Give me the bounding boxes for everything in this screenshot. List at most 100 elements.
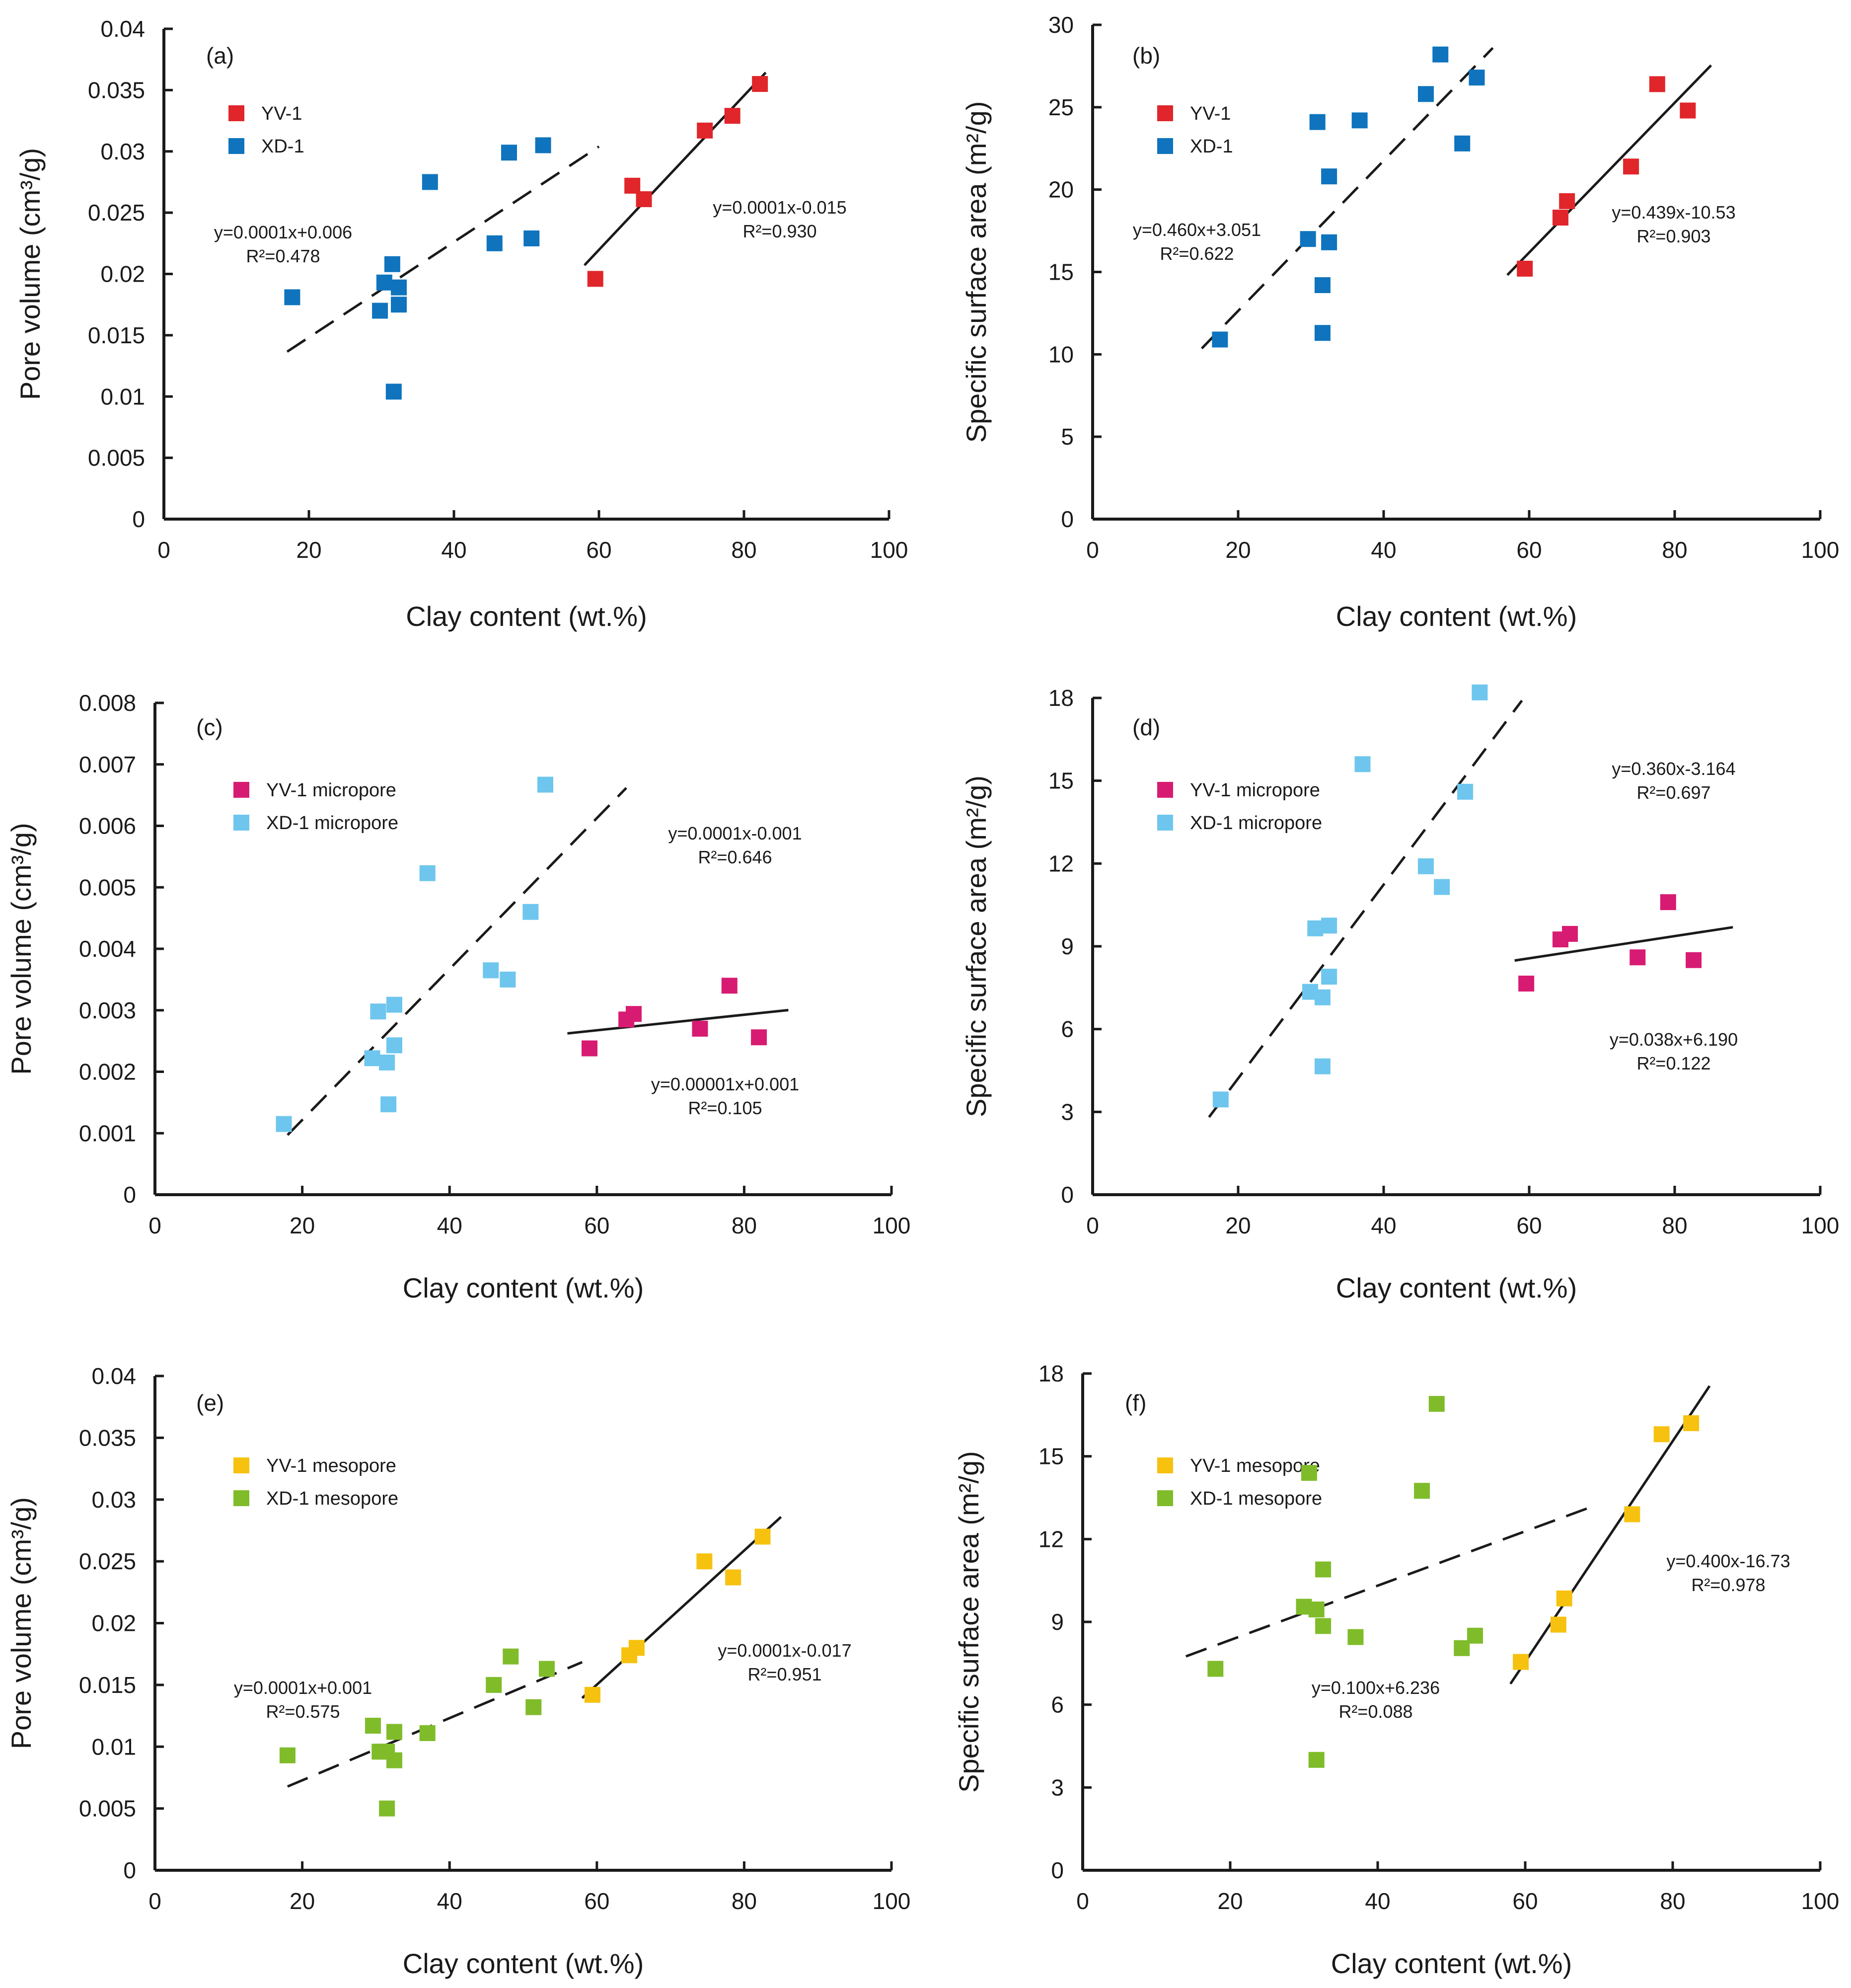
y-tick-label: 0.01 [100,383,145,409]
legend-label-xd1: XD-1 micropore [266,813,398,834]
data-point-xd1 [1308,1752,1325,1768]
data-point-xd1 [279,1747,296,1763]
legend-label-yv1: YV-1 micropore [266,780,396,801]
data-point-xd1 [385,383,402,400]
data-point-xd1 [1351,112,1368,129]
legend-swatch-yv1 [1157,782,1173,798]
data-point-yv1 [1624,1506,1640,1523]
equation-yv1: y=0.0001x-0.017 [718,1640,851,1661]
y-tick-label: 12 [1038,1526,1064,1552]
data-point-xd1 [1469,70,1485,86]
legend-label-xd1: XD-1 [1190,136,1233,157]
legend-swatch-yv1 [228,105,244,121]
x-axis-title: Clay content (wt.%) [403,1272,644,1303]
x-tick-label: 40 [437,1888,462,1914]
data-point-xd1 [1314,989,1331,1005]
data-point-xd1 [1207,1661,1224,1677]
y-tick-label: 0.006 [79,813,136,839]
data-point-yv1 [724,108,740,124]
y-tick-label: 0.02 [100,261,145,287]
data-point-yv1 [752,76,768,92]
y-tick-label: 18 [1048,685,1074,711]
x-tick-label: 20 [290,1213,315,1238]
data-point-yv1 [1629,949,1646,966]
data-point-xd1 [379,1800,395,1817]
y-tick-label: 3 [1061,1099,1074,1125]
data-point-xd1 [1308,1602,1325,1617]
x-tick-label: 100 [873,1888,911,1914]
data-point-xd1 [486,1677,502,1693]
x-axis-title: Clay content (wt.%) [1336,1272,1577,1303]
data-point-xd1 [379,1054,395,1070]
y-tick-label: 0.035 [79,1425,136,1451]
y-tick-label: 6 [1061,1016,1074,1042]
x-tick-label: 100 [1801,1213,1840,1238]
x-tick-label: 0 [1086,1213,1099,1238]
equation-xd1: y=0.360x-3.164 [1612,759,1735,779]
equation-xd1: y=0.460x+3.051 [1133,220,1261,240]
fit-line-xd1 [287,1661,583,1788]
legend-swatch-yv1 [233,782,249,798]
equation-yv1: y=0.00001x+0.001 [651,1074,799,1094]
y-tick-label: 0 [132,506,145,532]
equation-xd1: y=0.0001x+0.006 [214,222,352,242]
data-point-xd1 [503,1648,519,1665]
data-point-xd1 [386,996,402,1013]
data-point-xd1 [1454,135,1471,152]
x-tick-label: 80 [732,1213,757,1238]
data-point-yv1 [1518,976,1535,992]
data-point-yv1 [754,1529,771,1545]
data-point-xd1 [522,904,539,920]
y-tick-label: 10 [1048,341,1074,367]
x-tick-label: 0 [1076,1888,1089,1914]
data-point-yv1 [1517,260,1533,277]
data-point-xd1 [523,230,540,246]
data-point-xd1 [1314,325,1331,341]
legend-label-yv1: YV-1 [261,103,302,124]
data-point-yv1 [625,1006,642,1022]
data-point-xd1 [1321,969,1337,985]
data-point-xd1 [386,1037,402,1054]
legend-label-yv1: YV-1 mesopore [1190,1455,1320,1476]
x-tick-label: 60 [1516,537,1542,563]
y-axis-title: Specific surface area (m²/g) [953,1451,984,1793]
legend-label-yv1: YV-1 micropore [1190,780,1320,801]
fit-line-yv1 [567,1008,789,1035]
y-tick-label: 0 [123,1182,136,1208]
y-tick-label: 0.03 [91,1487,136,1513]
data-point-xd1 [1301,1465,1317,1481]
panel-label: (c) [196,714,223,740]
y-tick-label: 0.003 [79,997,136,1023]
panel-d: 0 20 40 60 80 100 0 3 6 9 12 15 18 Clay content (wt.%… [961,684,1840,1303]
data-point-xd1 [1315,1618,1332,1634]
y-tick-label: 15 [1038,1444,1064,1469]
data-point-xd1 [1417,86,1434,102]
x-tick-label: 60 [586,537,611,563]
y-tick-label: 0.035 [88,77,145,103]
data-point-yv1 [1559,193,1575,209]
data-point-yv1 [725,1569,741,1586]
data-point-xd1 [500,971,516,988]
data-point-xd1 [1432,46,1449,63]
y-tick-label: 15 [1048,259,1074,285]
fit-line-xd1 [287,787,627,1136]
data-point-yv1 [581,1040,597,1057]
x-tick-label: 60 [1512,1888,1538,1914]
legend-swatch-xd1 [233,815,249,831]
y-tick-label: 0.04 [100,16,145,42]
data-point-xd1 [284,289,300,306]
y-tick-label: 0.004 [79,936,136,962]
x-tick-label: 100 [873,1213,911,1238]
y-tick-label: 9 [1061,933,1074,959]
data-point-xd1 [1417,858,1434,874]
data-point-yv1 [1653,1426,1670,1443]
legend-label-xd1: XD-1 mesopore [266,1488,398,1509]
legend-swatch-xd1 [1157,815,1173,831]
r-squared-xd1: R²=0.478 [246,246,320,266]
panel-a: 0 20 40 60 80 100 0 0.005 0.01 0.015 0.02 0.025 0.03… [14,16,908,632]
data-point-xd1 [419,865,436,881]
data-point-yv1 [1550,1616,1566,1633]
y-tick-label: 12 [1048,850,1074,876]
y-tick-label: 0.007 [79,752,136,777]
